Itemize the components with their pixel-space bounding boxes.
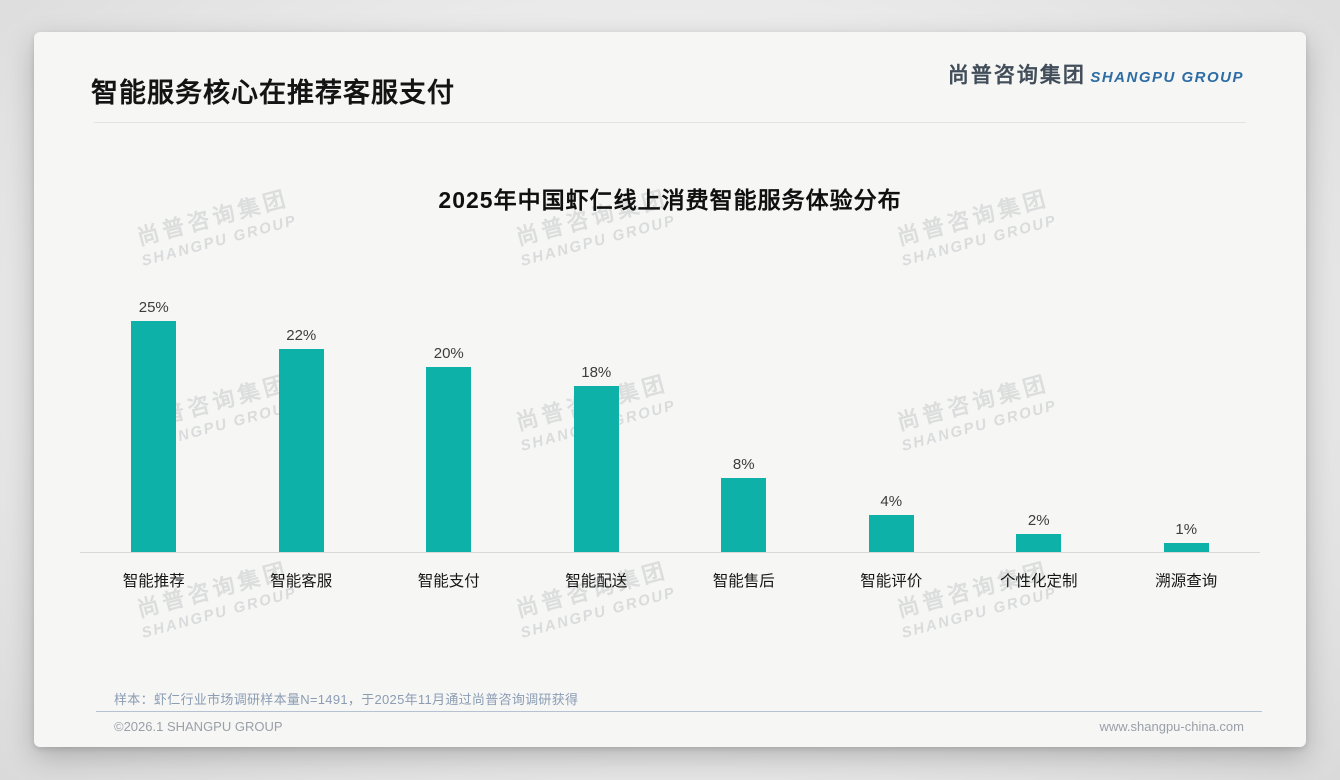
watermark-english-text: SHANGPU GROUP	[899, 211, 1059, 270]
website-url: www.shangpu-china.com	[1099, 719, 1244, 734]
logo-english-text: SHANGPU GROUP	[1090, 69, 1244, 86]
bar-column: 22%	[228, 327, 376, 552]
bar-column: 1%	[1113, 521, 1261, 552]
footer-bar: ©2026.1 SHANGPU GROUP www.shangpu-china.…	[114, 719, 1244, 734]
watermark-english-text: SHANGPU GROUP	[899, 583, 1059, 642]
watermark-english-text: SHANGPU GROUP	[139, 211, 299, 270]
header-divider	[94, 122, 1246, 123]
bar-column: 4%	[818, 493, 966, 552]
bar	[1016, 534, 1062, 552]
category-label: 智能评价	[860, 573, 923, 590]
category-label: 智能支付	[417, 573, 480, 590]
category-label: 智能客服	[270, 573, 333, 590]
category-label: 智能售后	[712, 573, 775, 590]
category-label: 个性化定制	[999, 573, 1078, 590]
bar-value-label: 2%	[1027, 512, 1050, 529]
bar-value-label: 4%	[880, 493, 903, 510]
watermark-english-text: SHANGPU GROUP	[518, 583, 678, 642]
bar	[278, 349, 324, 552]
bar-chart: 25% 22% 20% 18% 8% 4% 2% 1%	[80, 293, 1260, 553]
bar-value-label: 8%	[732, 456, 755, 473]
bar-value-label: 25%	[138, 299, 169, 316]
logo-chinese-text: 尚普咨询集团	[947, 64, 1086, 87]
company-logo: 尚普咨询集团 SHANGPU GROUP	[948, 59, 1244, 89]
bar	[721, 478, 767, 552]
footer-divider	[96, 711, 1262, 712]
bar	[426, 367, 472, 552]
bar	[131, 321, 177, 552]
slide-card: 尚普咨询集团 SHANGPU GROUP 尚普咨询集团 SHANGPU GROUP 尚普…	[34, 32, 1306, 747]
watermark-english-text: SHANGPU GROUP	[139, 583, 299, 642]
slide-title: 智能服务核心在推荐客服支付	[91, 78, 455, 108]
category-axis: 智能推荐 智能客服 智能支付 智能配送 智能售后 智能评价 个性化定制 溯源查询	[80, 569, 1260, 591]
bar-column: 25%	[80, 299, 228, 552]
bar-column: 2%	[965, 512, 1113, 552]
bar-value-label: 1%	[1175, 521, 1198, 538]
bar-value-label: 22%	[286, 327, 317, 344]
sample-note: 样本：虾仁行业市场调研样本量N=1491，于2025年11月通过尚普咨询调研获得	[114, 692, 579, 707]
bar-column: 18%	[523, 364, 671, 552]
category-label: 智能配送	[565, 573, 628, 590]
bar-column: 8%	[670, 456, 818, 552]
bar	[868, 515, 914, 552]
bar-value-label: 18%	[581, 364, 612, 381]
bar	[573, 386, 619, 552]
category-label: 溯源查询	[1155, 573, 1218, 590]
bar	[1163, 543, 1209, 552]
chart-title: 2025年中国虾仁线上消费智能服务体验分布	[438, 187, 902, 213]
watermark-english-text: SHANGPU GROUP	[518, 211, 678, 270]
bar-column: 20%	[375, 345, 523, 552]
bar-value-label: 20%	[433, 345, 464, 362]
copyright-text: ©2026.1 SHANGPU GROUP	[114, 719, 283, 734]
category-label: 智能推荐	[122, 573, 185, 590]
